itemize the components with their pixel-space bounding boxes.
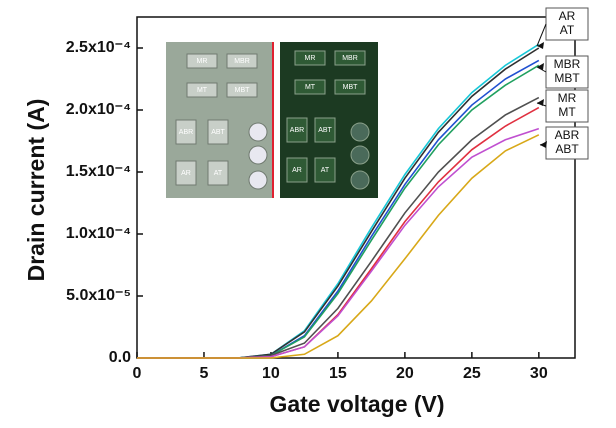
callout-label: MBT bbox=[554, 71, 580, 85]
inset-label: AT bbox=[214, 170, 223, 177]
inset-label: AT bbox=[321, 167, 330, 174]
inset-pad bbox=[186, 82, 218, 98]
y-tick-label: 2.0x10⁻⁴ bbox=[66, 101, 131, 118]
callout-label: MT bbox=[558, 105, 576, 119]
callout-arrowhead bbox=[537, 42, 544, 49]
inset-label: MR bbox=[197, 58, 208, 65]
callout-label: AR bbox=[559, 9, 576, 23]
inset-pad bbox=[314, 117, 336, 143]
x-tick-label: 10 bbox=[262, 365, 280, 382]
y-tick-label: 0.0 bbox=[109, 349, 131, 366]
inset-pad bbox=[175, 160, 197, 186]
callout-box bbox=[545, 7, 589, 41]
callout-label: ABR bbox=[555, 128, 580, 142]
inset-dot bbox=[248, 145, 268, 165]
inset-label: ABT bbox=[211, 129, 225, 136]
inset-pad bbox=[334, 50, 366, 66]
inset-label: ABR bbox=[290, 127, 304, 134]
x-axis-label: Gate voltage (V) bbox=[269, 391, 444, 417]
x-tick-label: 30 bbox=[530, 365, 548, 382]
inset-pad bbox=[226, 82, 258, 98]
inset-pad bbox=[294, 50, 326, 66]
inset-label: MBT bbox=[343, 84, 359, 91]
inset-pad bbox=[294, 79, 326, 95]
x-tick-label: 25 bbox=[463, 365, 481, 382]
inset-label: AR bbox=[292, 167, 302, 174]
callout-label: MR bbox=[558, 91, 577, 105]
inset-label: ABR bbox=[179, 129, 193, 136]
inset-pad bbox=[226, 53, 258, 69]
inset-label: MT bbox=[305, 84, 316, 91]
inset-label: AR bbox=[181, 170, 191, 177]
callout-arrow bbox=[536, 23, 547, 47]
inset-dot bbox=[350, 170, 370, 190]
inset-pad bbox=[286, 117, 308, 143]
callout-box bbox=[545, 126, 589, 160]
inset-pad bbox=[186, 53, 218, 69]
callout-label: MBR bbox=[554, 57, 581, 71]
callout-arrowhead bbox=[537, 99, 544, 106]
y-tick-label: 2.5x10⁻⁴ bbox=[66, 39, 131, 56]
inset-pad bbox=[286, 157, 308, 183]
inset-dot bbox=[248, 122, 268, 142]
inset-label: MT bbox=[197, 87, 208, 94]
inset-pad bbox=[334, 79, 366, 95]
inset-dot bbox=[350, 122, 370, 142]
callout-box bbox=[545, 55, 589, 89]
data-line bbox=[137, 134, 540, 359]
x-tick-label: 0 bbox=[133, 365, 142, 382]
callout-arrowhead bbox=[537, 63, 544, 70]
callout-label: ABT bbox=[555, 142, 579, 156]
x-tick-label: 20 bbox=[396, 365, 414, 382]
inset-dot bbox=[350, 145, 370, 165]
inset-label: MBR bbox=[342, 55, 358, 62]
inset-pad bbox=[207, 119, 229, 145]
callout-arrowhead bbox=[540, 141, 547, 148]
inset-pad bbox=[175, 119, 197, 145]
y-axis-label: Drain current (A) bbox=[23, 99, 49, 282]
inset-label: ABT bbox=[318, 127, 332, 134]
y-tick-label: 5.0x10⁻⁵ bbox=[66, 287, 131, 304]
plot-frame bbox=[136, 16, 576, 359]
y-tick-label: 1.0x10⁻⁴ bbox=[66, 225, 131, 242]
callout-arrow bbox=[536, 66, 547, 73]
inset-pad bbox=[207, 160, 229, 186]
inset-dot bbox=[248, 170, 268, 190]
inset-label: MBR bbox=[234, 58, 250, 65]
callout-label: AT bbox=[560, 23, 575, 37]
inset-label: MR bbox=[305, 55, 316, 62]
x-tick-label: 5 bbox=[200, 365, 209, 382]
inset-pad bbox=[314, 157, 336, 183]
inset-label: MBT bbox=[235, 87, 251, 94]
x-tick-label: 15 bbox=[329, 365, 347, 382]
y-tick-label: 1.5x10⁻⁴ bbox=[66, 163, 131, 180]
